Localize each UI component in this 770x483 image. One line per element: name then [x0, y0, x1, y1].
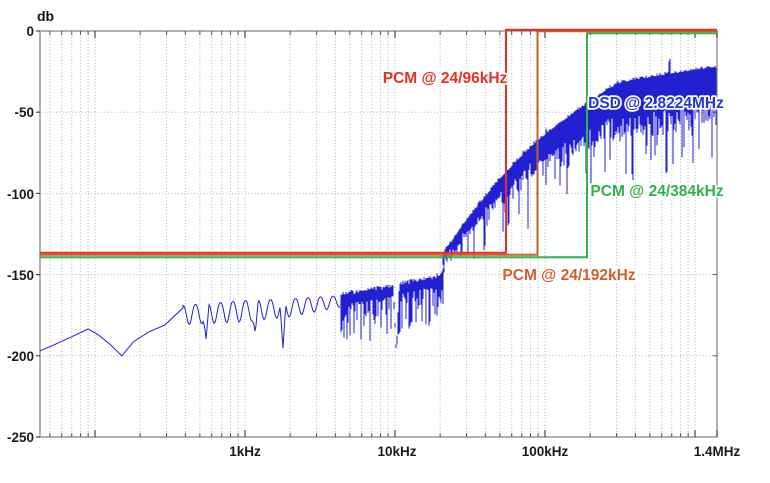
y-tick-label-200: -200 — [7, 349, 34, 364]
annotation-dsd-2-8224mhz: DSD @ 2.8224MHz — [588, 95, 724, 112]
x-tick-label-1-4mhz: 1.4MHz — [694, 444, 741, 459]
annotation-pcm-96khz: PCM @ 24/96kHz — [383, 70, 508, 87]
y-tick-label-100: -100 — [7, 187, 34, 202]
dsd-noise-trace — [39, 58, 717, 357]
plot-border — [39, 30, 718, 438]
y-tick-label-0: 0 — [26, 24, 34, 39]
x-tick-label-10khz: 10kHz — [377, 444, 416, 459]
y-axis-unit-label: db — [37, 8, 54, 24]
y-tick-label-50: -50 — [14, 105, 34, 120]
y-tick-label-250: -250 — [7, 430, 34, 445]
annotation-pcm-384khz: PCM @ 24/384kHz — [590, 183, 723, 200]
format-boundary-lines — [40, 28, 717, 259]
y-tick-label-150: -150 — [7, 268, 34, 283]
x-tick-label-100khz: 100kHz — [522, 444, 569, 459]
x-tick-label-1khz: 1kHz — [229, 444, 261, 459]
annotation-pcm-192khz: PCM @ 24/192kHz — [502, 267, 635, 284]
